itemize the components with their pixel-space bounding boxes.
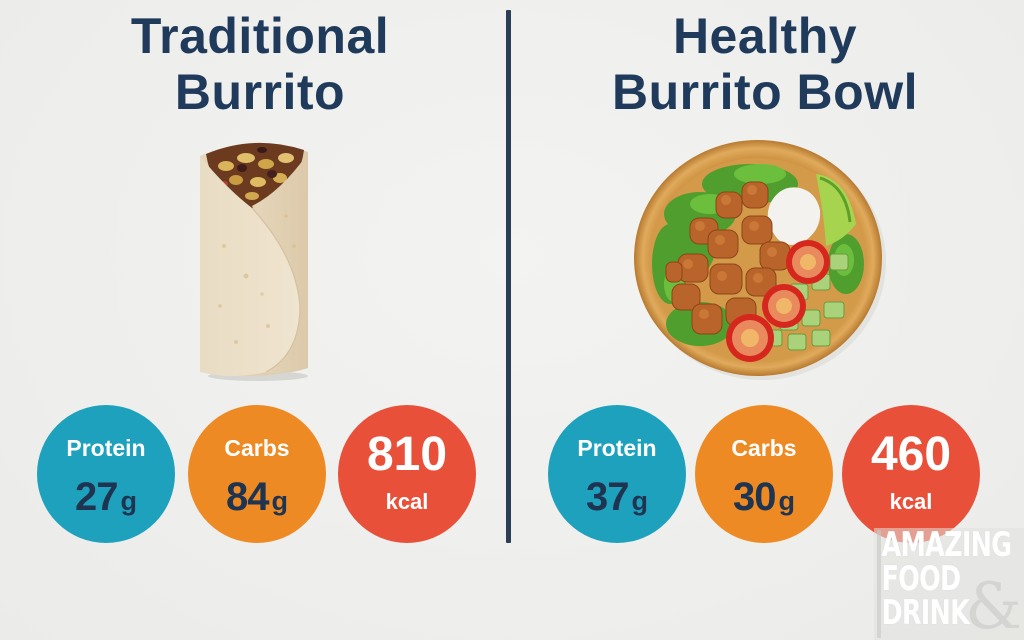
calories-unit: kcal [385, 489, 429, 514]
right-calories-badge: 460 kcal [842, 405, 980, 543]
protein-value: 37 g [586, 475, 648, 519]
protein-label: Protein [66, 435, 146, 461]
burrito-bowl-image [634, 140, 886, 380]
carbs-label: Carbs [224, 435, 290, 461]
carbs-label: Carbs [731, 435, 797, 461]
calories-value: 460 [870, 428, 952, 481]
left-protein-badge: Protein 27 g [37, 405, 175, 543]
watermark-line-3: DRINK [881, 593, 970, 633]
carbs-value: 84 g [226, 475, 288, 519]
watermark-line-1: AMAZING [881, 528, 1013, 565]
watermark-line-2: FOOD [881, 559, 962, 599]
title-line-2: Burrito Bowl [612, 64, 918, 120]
protein-value: 27 g [75, 475, 137, 519]
center-divider [506, 10, 511, 543]
right-carbs-badge: Carbs 30 g [695, 405, 833, 543]
healthy-bowl-title: Healthy Burrito Bowl [560, 8, 970, 120]
amazing-food-drink-watermark: & AMAZING FOOD DRINK [874, 528, 1024, 640]
watermark-bar [877, 530, 881, 638]
left-carbs-badge: Carbs 84 g [188, 405, 326, 543]
burrito-wrap-image [200, 142, 308, 381]
title-line-2: Burrito [174, 64, 346, 120]
title-line-1: Traditional [130, 8, 390, 64]
calories-unit: kcal [889, 489, 933, 514]
calories-value: 810 [366, 428, 448, 481]
right-protein-badge: Protein 37 g [548, 405, 686, 543]
ampersand-icon: & [965, 570, 1022, 640]
left-calories-badge: 810 kcal [338, 405, 476, 543]
carbs-value: 30 g [733, 475, 795, 519]
traditional-burrito-title: Traditional Burrito [60, 8, 460, 120]
title-line-1: Healthy [672, 8, 858, 64]
protein-label: Protein [577, 435, 657, 461]
